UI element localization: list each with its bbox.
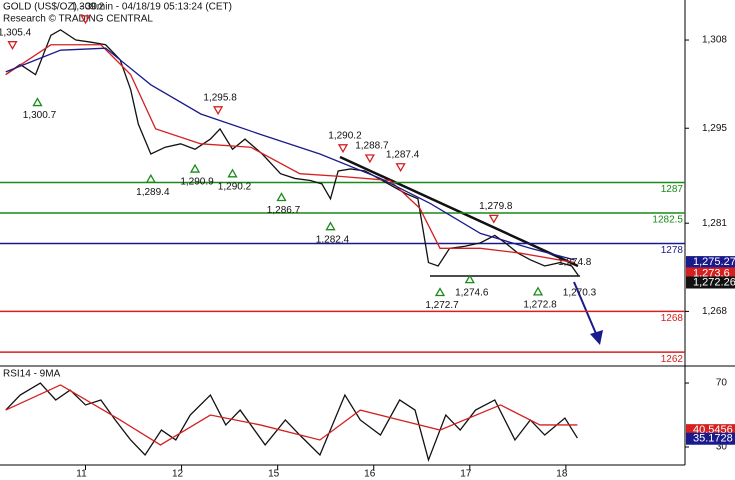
pivot-marker (227, 168, 238, 178)
y-tick-label: 1,281 (702, 218, 727, 229)
y-tick-label: 30 (716, 442, 728, 453)
pivot-label: 1,274.8 (558, 257, 592, 268)
pivot-marker (395, 163, 406, 173)
pivot-label: 1,309.2 (71, 2, 105, 13)
series-line (5, 382, 578, 463)
pivot-label: 1,272.8 (523, 299, 557, 310)
pivot-label: 1,286.7 (267, 205, 301, 216)
pivot-label: 1,289.4 (136, 187, 170, 198)
price-tag (686, 256, 735, 269)
price-tag-label: 1,272.26 (693, 276, 735, 288)
y-tick-label: 1,308 (702, 35, 727, 46)
pivot-marker (276, 192, 287, 202)
pivot-label: 1,290.2 (328, 130, 362, 141)
pivot-label: 1,288.7 (355, 141, 389, 152)
pivot-marker (7, 41, 18, 50)
pivot-marker (337, 144, 349, 154)
pivot-label: 1,270.3 (563, 287, 597, 298)
pivot-label: 1,274.6 (455, 287, 489, 298)
level-label: 1287 (661, 184, 684, 195)
pivot-marker (464, 274, 475, 284)
pivot-marker (80, 15, 91, 25)
rsi-title: RSI14 - 9MA (3, 369, 61, 380)
chart-title: GOLD (US$/OZ) - 30min - 04/18/19 05:13:2… (3, 2, 232, 13)
price-tag-label: 1,273.6 (693, 267, 730, 279)
pivot-marker (434, 287, 446, 297)
series-line (5, 44, 575, 264)
pivot-label: 1,290.2 (218, 181, 252, 192)
pivot-marker (145, 173, 156, 183)
pivot-label: 1,290.9 (180, 177, 214, 188)
projection-arrow (573, 281, 598, 337)
pivot-label: 1,305.4 (0, 27, 32, 38)
pivot-marker (488, 214, 499, 224)
level-label: 1278 (661, 245, 684, 256)
y-tick-label: 70 (716, 378, 728, 389)
level-label: 1282.5 (652, 215, 683, 226)
x-tick-label: 15 (268, 469, 280, 480)
y-tick-label: 1,295 (702, 123, 727, 134)
price-tag (686, 276, 735, 289)
price-tag (686, 267, 735, 280)
pivot-marker (325, 221, 336, 231)
series-line (5, 29, 579, 276)
trend-line (339, 155, 579, 268)
pivot-marker (32, 97, 43, 107)
x-tick-label: 18 (556, 469, 568, 480)
pivot-label: 1,282.4 (316, 234, 350, 245)
x-tick-label: 17 (460, 469, 472, 480)
level-label: 1268 (661, 313, 684, 324)
pivot-marker (212, 106, 224, 116)
pivot-label: 1,300.7 (23, 110, 57, 121)
price-tag-label: 35.1728 (693, 433, 733, 445)
pivot-marker (532, 286, 544, 296)
y-tick-label: 1,268 (702, 306, 727, 317)
price-tag (686, 432, 735, 445)
level-label: 1262 (661, 354, 684, 365)
chart-subtitle: Research © TRADING CENTRAL (3, 14, 153, 25)
pivot-marker (189, 163, 201, 173)
pivot-label: 1,272.7 (425, 300, 459, 311)
pivot-marker (364, 154, 376, 164)
pivot-label: 1,279.8 (479, 201, 513, 212)
x-tick-label: 16 (364, 469, 376, 480)
price-tag-label: 1,275.27 (693, 256, 735, 268)
pivot-label: 1,295.8 (203, 92, 237, 103)
pivot-label: 1,287.4 (386, 149, 420, 160)
series-line (5, 384, 578, 446)
arrow-head (590, 330, 603, 345)
x-tick-label: 11 (76, 469, 87, 480)
series-line (5, 47, 575, 261)
x-tick-label: 12 (172, 469, 184, 480)
